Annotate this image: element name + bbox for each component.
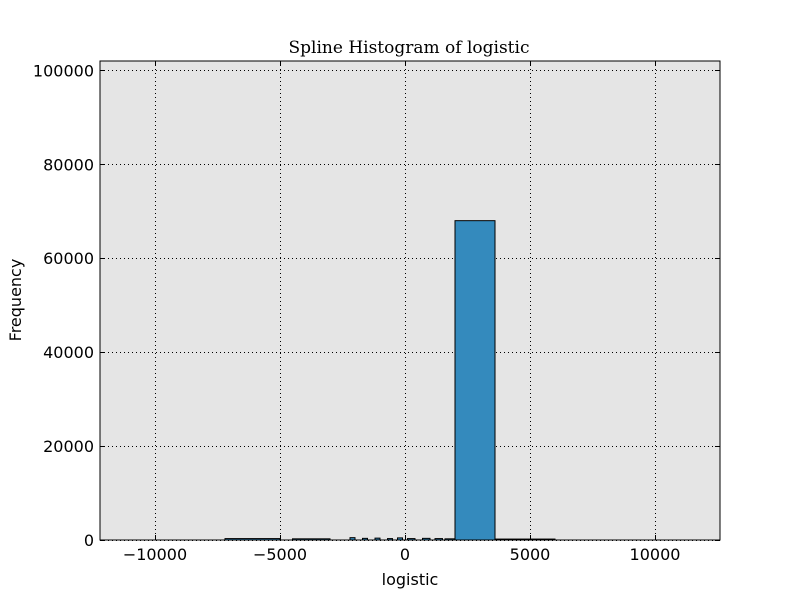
chart-title: Spline Histogram of logistic <box>289 38 530 58</box>
axis-ticks <box>100 61 720 541</box>
plot-area <box>100 61 720 540</box>
histogram-bar <box>454 220 496 541</box>
y-tick-labels: 0 20000 40000 60000 80000 100000 <box>33 61 94 550</box>
plot-frame <box>99 60 721 541</box>
x-tick-label: 0 <box>400 545 410 564</box>
y-axis-label: Frequency <box>6 259 25 342</box>
x-tick-label: −5000 <box>253 545 307 564</box>
x-tick-label: −10000 <box>123 545 187 564</box>
y-tick-label: 0 <box>84 531 94 550</box>
x-tick-label: 10000 <box>630 545 681 564</box>
y-tick-label: 20000 <box>43 437 94 456</box>
x-tick-label: 5000 <box>510 545 551 564</box>
x-axis-label: logistic <box>382 570 439 589</box>
y-tick-label: 60000 <box>43 249 94 268</box>
x-tick-labels: −10000 −5000 0 5000 10000 <box>123 545 681 564</box>
y-tick-label: 40000 <box>43 343 94 362</box>
y-tick-label: 100000 <box>33 61 94 80</box>
y-tick-label: 80000 <box>43 155 94 174</box>
